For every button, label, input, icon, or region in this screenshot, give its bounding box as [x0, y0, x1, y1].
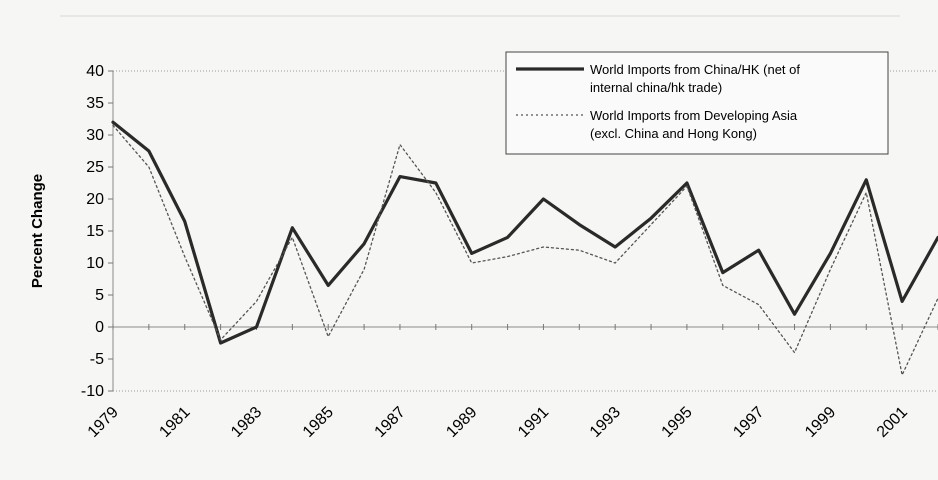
legend-entry-1: World Imports from China/HK (net of: [590, 62, 800, 77]
y-tick-label: 30: [86, 127, 104, 144]
series-line-2: [112, 124, 938, 376]
y-tick-label: 0: [95, 319, 104, 336]
x-tick-label: 1999: [802, 404, 839, 441]
series-layer: [111, 120, 938, 376]
x-tick-label: 1979: [85, 404, 122, 441]
y-tick-label: 5: [95, 287, 104, 304]
x-tick-label-group: 1997: [730, 404, 767, 441]
legend-entry-1: internal china/hk trade): [590, 80, 722, 95]
x-tick-label-group: 1981: [156, 404, 193, 441]
x-tick-label: 1995: [659, 404, 696, 441]
y-tick-label: 35: [86, 95, 104, 112]
x-tick-label-group: 1995: [659, 404, 696, 441]
x-tick-label: 1987: [372, 404, 409, 441]
x-tick-label: 1997: [730, 404, 767, 441]
x-tick-label-group: 1983: [228, 404, 265, 441]
x-tick-label-group: 1987: [372, 404, 409, 441]
x-tick-label: 2001: [874, 404, 911, 441]
y-tick-label: 10: [86, 255, 104, 272]
series-line-1: [111, 120, 938, 345]
legend-entry-2: World Imports from Developing Asia: [590, 108, 798, 123]
x-tick-label-group: 2001: [874, 404, 911, 441]
legend-entry-2: (excl. China and Hong Kong): [590, 126, 757, 141]
y-axis-title: Percent Change: [29, 174, 46, 288]
y-tick-label: -10: [81, 383, 104, 400]
x-tick-label: 1993: [587, 404, 624, 441]
x-tick-label-group: 1999: [802, 404, 839, 441]
x-tick-label: 1985: [300, 404, 337, 441]
x-tick-label: 1989: [443, 404, 480, 441]
y-tick-label: 25: [86, 159, 104, 176]
legend: World Imports from China/HK (net of inter…: [505, 51, 889, 155]
x-tick-label: 1981: [156, 404, 193, 441]
y-tick-label: -5: [90, 351, 104, 368]
x-tick-label-group: 1991: [515, 404, 552, 441]
x-tick-label-group: 1985: [300, 404, 337, 441]
x-tick-label-group: 1993: [587, 404, 624, 441]
x-tick-label-group: 1989: [443, 404, 480, 441]
x-tick-label: 1983: [228, 404, 265, 441]
x-tick-label-group: 1979: [85, 404, 122, 441]
x-tick-label: 1991: [515, 404, 552, 441]
y-tick-label: 20: [86, 191, 104, 208]
y-tick-label: 15: [86, 223, 104, 240]
y-tick-label: 40: [86, 63, 104, 80]
